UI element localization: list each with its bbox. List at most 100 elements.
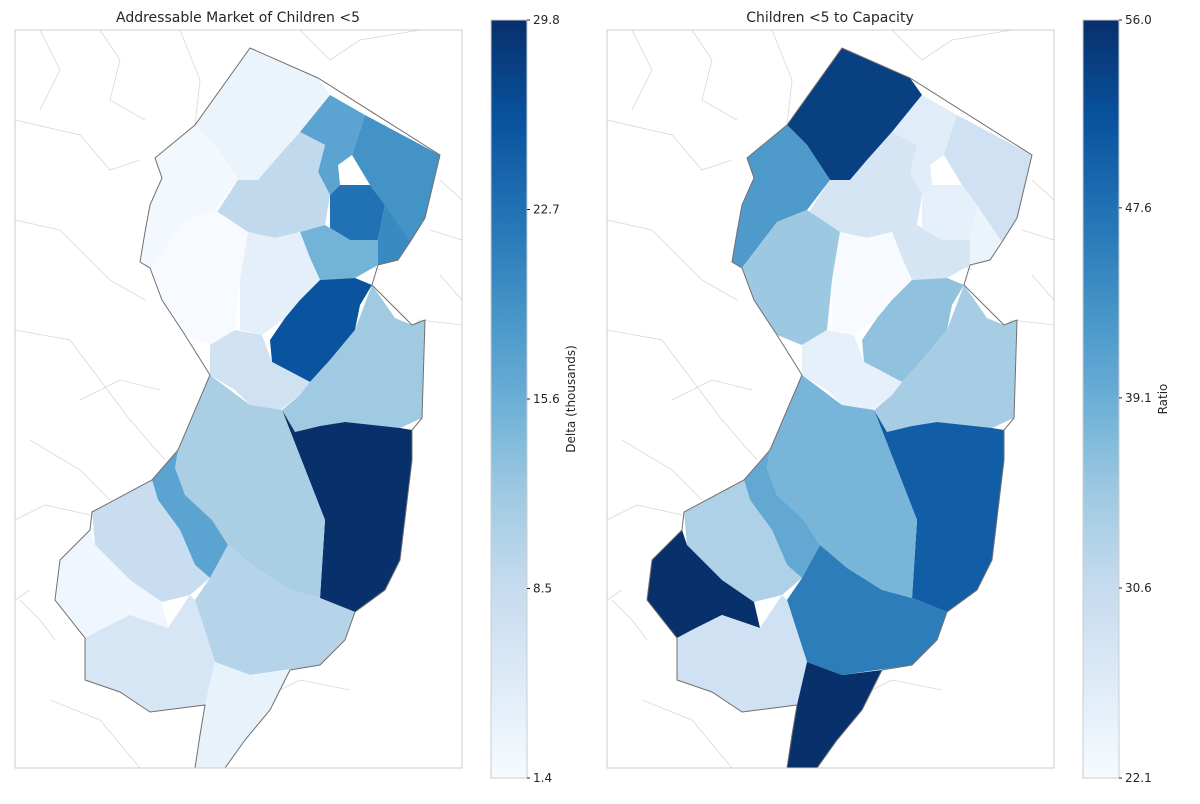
county-salem [55,530,168,638]
colorbar-gradient [1082,19,1120,779]
county-essex [330,185,385,240]
background-border-line [631,29,653,111]
background-border-line [1021,229,1055,241]
county-atlantic [787,545,947,675]
county-monmouth [282,285,425,432]
background-border-line [606,329,758,461]
county-ocean [874,410,1004,612]
map-title: Addressable Market of Children <5 [116,10,360,26]
county-hudson [378,205,410,265]
map-frame [14,29,463,769]
county-hudson [970,205,1002,265]
map-frame [606,29,1055,769]
county-union [892,225,970,280]
county-burlington [175,375,325,598]
county-middlesex [270,278,372,382]
background-border-line [611,599,648,641]
background-border-line [14,504,91,521]
colorbar-tick-label: 56.0 [1125,13,1152,27]
colorbar-tick-label: 30.6 [1125,581,1152,595]
county-layer [647,48,1032,768]
background-border-line [606,504,683,521]
background-border-line [429,229,463,241]
background-border-line [79,379,161,401]
colorbar-capacity: 56.0 47.6 39.1 30.6 22.1 Ratio [1082,13,1170,785]
colorbar-tick-label: 15.6 [533,392,560,406]
background-border-line [1011,319,1055,326]
background-border-line [641,699,733,769]
background-border-line [299,29,421,61]
colorbar-gradient [490,19,528,779]
county-monmouth [874,285,1017,432]
colorbar-tick-label: 47.6 [1125,201,1152,215]
colorbar-tick-label: 22.1 [1125,771,1152,785]
state-outline-path [646,47,1033,769]
state-outline-path [54,47,441,769]
county-camden [152,450,228,578]
background-border-line [439,274,463,301]
colorbar-tick-label: 8.5 [533,582,552,596]
county-hunterdon [150,210,248,345]
background-border-line [439,179,463,201]
county-sussex [195,48,330,180]
background-border-line [14,219,146,301]
colorbar-label: Ratio [1156,384,1170,415]
map-panel-capacity: Children <5 to Capacity [606,10,1055,769]
county-warren [140,125,238,268]
county-essex [922,185,977,240]
background-border-line [14,329,166,461]
county-cape-may [787,662,882,768]
county-burlington [767,375,917,598]
background-border-line [39,29,61,111]
county-passaic [892,95,957,195]
county-camden [744,450,820,578]
background-border-line [671,379,753,401]
background-border-line [14,119,141,171]
county-middlesex [862,278,964,382]
county-cumberland [85,595,215,712]
county-cumberland [677,595,807,712]
county-sussex [787,48,922,180]
map-title: Children <5 to Capacity [746,10,913,26]
county-salem [647,530,760,638]
county-somerset [240,232,320,335]
background-border-line [621,439,703,501]
background-border-line [1031,179,1055,201]
state-outline [646,47,1033,769]
background-border-line [1031,274,1055,301]
background-border-line [606,119,733,171]
colorbar-tick-label: 39.1 [1125,391,1152,405]
background-border-line [606,219,738,301]
background-border-line [771,29,793,126]
background-border-line [29,439,111,501]
colorbar-market: 29.8 22.7 15.6 8.5 1.4 Delta (thousands) [490,13,578,785]
colorbar-tick-label: 22.7 [533,203,560,217]
background-border-line [606,589,623,601]
background-border-line [179,29,201,126]
background-border-line [14,589,31,601]
county-warren [732,125,830,268]
county-morris [215,132,330,238]
background-border-line [99,29,146,121]
colorbar-label: Delta (thousands) [564,345,578,453]
map-panel-market: Addressable Market of Children <5 [14,10,463,769]
county-hunterdon [742,210,840,345]
county-union [300,225,378,280]
state-outline [54,47,441,769]
county-cape-may [195,662,290,768]
colorbar-tick-label: 29.8 [533,13,560,27]
county-bergen [352,115,440,242]
county-layer [55,48,440,768]
county-passaic [300,95,365,195]
colorbar-tick-label: 1.4 [533,771,552,785]
county-atlantic [195,545,355,675]
county-mercer [210,330,310,410]
county-mercer [802,330,902,410]
background-border-line [419,319,463,326]
county-morris [807,132,922,238]
background-border-line [691,29,738,121]
background-border-line [891,29,1013,61]
background-border-line [19,599,56,641]
background-border-line [49,699,141,769]
